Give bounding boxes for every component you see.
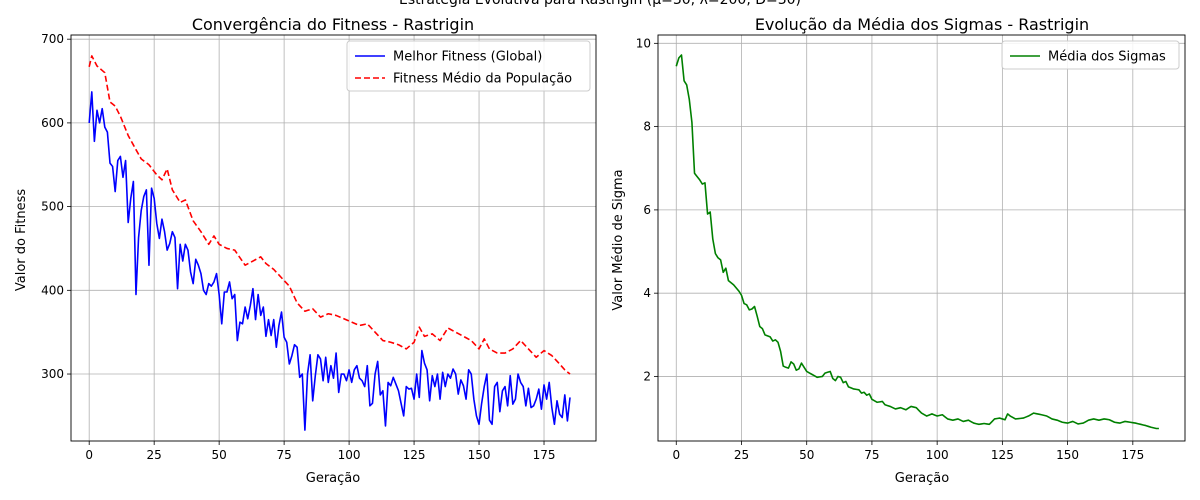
sigma-x-tick-label: 100: [926, 448, 949, 462]
sigma-y-tick-label: 6: [643, 203, 651, 217]
sigma-x-tick-label: 125: [991, 448, 1014, 462]
sigma-chart-ylabel: Valor Médio de Sigma: [611, 169, 626, 310]
sigma-legend: Média dos Sigmas: [1001, 40, 1180, 70]
fitness-x-tick-label: 0: [85, 448, 93, 462]
fitness-legend-label-0: Melhor Fitness (Global): [393, 50, 542, 65]
fitness-legend-box: [346, 40, 591, 92]
fitness-chart-ylabel: Valor do Fitness: [14, 189, 29, 291]
sigma-y-tick-label: 4: [643, 286, 651, 300]
fitness-legend: Melhor Fitness (Global) Fitness Médio da …: [346, 40, 591, 92]
fitness-x-tick-label: 100: [338, 448, 361, 462]
fitness-y-tick-label: 300: [41, 367, 64, 381]
sigma-x-tick-label: 150: [1056, 448, 1079, 462]
sigma-y-tick-label: 2: [643, 369, 651, 383]
fitness-series-line-0: [88, 91, 571, 431]
fitness-y-tick-label: 700: [41, 32, 64, 46]
fitness-y-tick-label: 600: [41, 116, 64, 130]
fitness-y-tick-label: 500: [41, 200, 64, 214]
sigma-x-tick-label: 0: [672, 448, 680, 462]
sigma-legend-box: [1001, 40, 1180, 70]
sigma-chart-title: Evolução da Média dos Sigmas - Rastrigin: [755, 15, 1089, 34]
fitness-y-tick-label: 400: [41, 283, 64, 297]
sigma-x-tick-label: 75: [864, 448, 879, 462]
fitness-x-tick-label: 50: [212, 448, 227, 462]
fitness-chart: Convergência do Fitness - Rastrigin Gera…: [14, 15, 597, 486]
fitness-chart-title: Convergência do Fitness - Rastrigin: [192, 15, 474, 34]
fitness-x-tick-label: 125: [403, 448, 426, 462]
fitness-x-tick-label: 25: [147, 448, 162, 462]
sigma-x-tick-label: 175: [1121, 448, 1144, 462]
fitness-axes-frame: [70, 34, 597, 442]
fitness-legend-label-1: Fitness Médio da População: [393, 72, 572, 87]
sigma-y-tick-label: 8: [643, 120, 651, 134]
sigma-x-tick-label: 25: [734, 448, 749, 462]
fitness-x-tick-label: 175: [533, 448, 556, 462]
sigma-legend-label-0: Média dos Sigmas: [1048, 50, 1166, 65]
fitness-series-line-1: [88, 55, 571, 375]
fitness-x-tick-label: 75: [276, 448, 291, 462]
sigma-axes-frame: [657, 34, 1186, 442]
sigma-series-line-0: [675, 54, 1159, 430]
fitness-x-tick-label: 150: [468, 448, 491, 462]
fitness-chart-xlabel: Geração: [306, 471, 360, 486]
sigma-chart-xlabel: Geração: [895, 471, 949, 486]
sigma-x-tick-label: 50: [799, 448, 814, 462]
sigma-chart: Evolução da Média dos Sigmas - Rastrigin…: [611, 15, 1186, 486]
sigma-y-tick-label: 10: [636, 36, 651, 50]
figure-suptitle: Estratégia Evolutiva para Rastrigin (μ=3…: [399, 0, 801, 8]
